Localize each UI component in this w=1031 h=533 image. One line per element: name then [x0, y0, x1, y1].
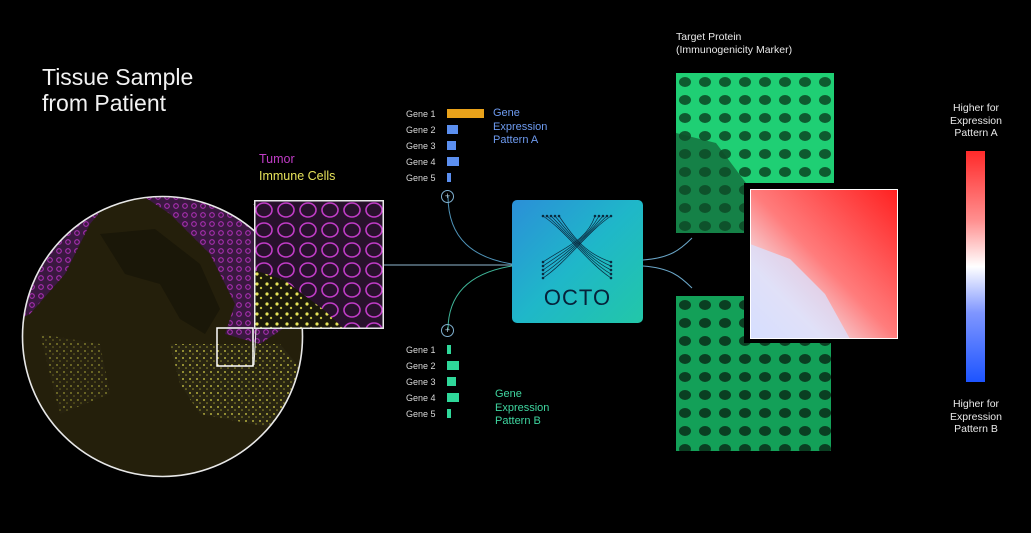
page-title: Tissue Sample from Patient [42, 64, 193, 116]
pattern-a-gene-2-label: Gene 2 [406, 125, 436, 135]
pattern-a-label-line-2: Expression [493, 120, 548, 133]
scale-top-label: Higher for Expression Pattern A [944, 102, 1008, 140]
pattern-b-gene-3-label: Gene 3 [406, 377, 436, 387]
scale-bottom-line-1: Higher for [952, 398, 1000, 410]
pattern-a-label: Gene Expression Pattern A [493, 107, 547, 148]
plus-icon: + [441, 190, 454, 203]
pattern-a-label-line-1: Gene [493, 107, 520, 119]
difference-heatmap [750, 189, 898, 339]
pattern-b-gene-5-label: Gene 5 [406, 409, 436, 419]
pattern-a-gene-2-bar [447, 125, 458, 134]
flow-connectors [384, 195, 693, 331]
legend-immune-cells: Immune Cells [259, 169, 336, 183]
pattern-a-gene-5-label: Gene 5 [406, 173, 436, 183]
target-protein-title: Target Protein (Immunogenicity Marker) [676, 31, 792, 57]
pattern-b-gene-4-label: Gene 4 [406, 393, 436, 403]
pattern-b-label-line-2: Expression [495, 401, 550, 414]
target-title-line-1: Target Protein [676, 31, 742, 43]
network-icon [541, 214, 613, 280]
title-line-2: from Patient [42, 90, 166, 116]
pattern-a-gene-4-label: Gene 4 [406, 157, 436, 167]
octo-model-box [512, 200, 643, 323]
color-scale-bar [966, 151, 985, 382]
scale-top-line-2: Expression [950, 114, 1002, 127]
pattern-a-gene-4-bar [447, 157, 459, 166]
pattern-b-gene-2-bar [447, 361, 459, 370]
pattern-b-label-line-1: Gene [495, 388, 522, 400]
pattern-b-gene-3-bar [447, 377, 456, 386]
pattern-a-gene-3-bar [447, 141, 456, 150]
pattern-a-gene-1-label: Gene 1 [406, 109, 436, 119]
pattern-a-label-line-3: Pattern A [493, 134, 539, 146]
legend-tumor: Tumor [259, 152, 295, 166]
pattern-a-bars: Gene 1 Gene 2 Gene 3 Gene 4 Gene 5 [405, 106, 505, 186]
scale-top-line-3: Pattern A [954, 127, 998, 139]
zoomed-tissue-panel [254, 200, 384, 329]
pattern-b-gene-1-label: Gene 1 [406, 345, 436, 355]
pattern-b-label-line-3: Pattern B [495, 415, 541, 427]
pattern-b-bars: Gene 1 Gene 2 Gene 3 Gene 4 Gene 5 [405, 342, 505, 422]
target-title-line-2: (Immunogenicity Marker) [676, 44, 793, 56]
pattern-a-gene-3-label: Gene 3 [406, 141, 436, 151]
octo-label: OCTO [543, 285, 612, 310]
plus-icon: + [441, 324, 454, 337]
pattern-a-gene-5-bar [447, 173, 451, 182]
scale-bottom-line-3: Pattern B [954, 423, 998, 435]
pattern-b-gene-2-label: Gene 2 [406, 361, 436, 371]
title-line-1: Tissue Sample [42, 64, 194, 90]
pattern-b-gene-1-bar [447, 345, 451, 354]
pattern-b-gene-5-bar [447, 409, 451, 418]
scale-bottom-label: Higher for Expression Pattern B [944, 398, 1008, 436]
scale-bottom-line-2: Expression [950, 410, 1002, 423]
scale-top-line-1: Higher for [952, 102, 1000, 114]
pattern-b-gene-4-bar [447, 393, 459, 402]
pattern-a-gene-1-bar [447, 109, 484, 118]
pattern-b-label: Gene Expression Pattern B [495, 388, 549, 429]
